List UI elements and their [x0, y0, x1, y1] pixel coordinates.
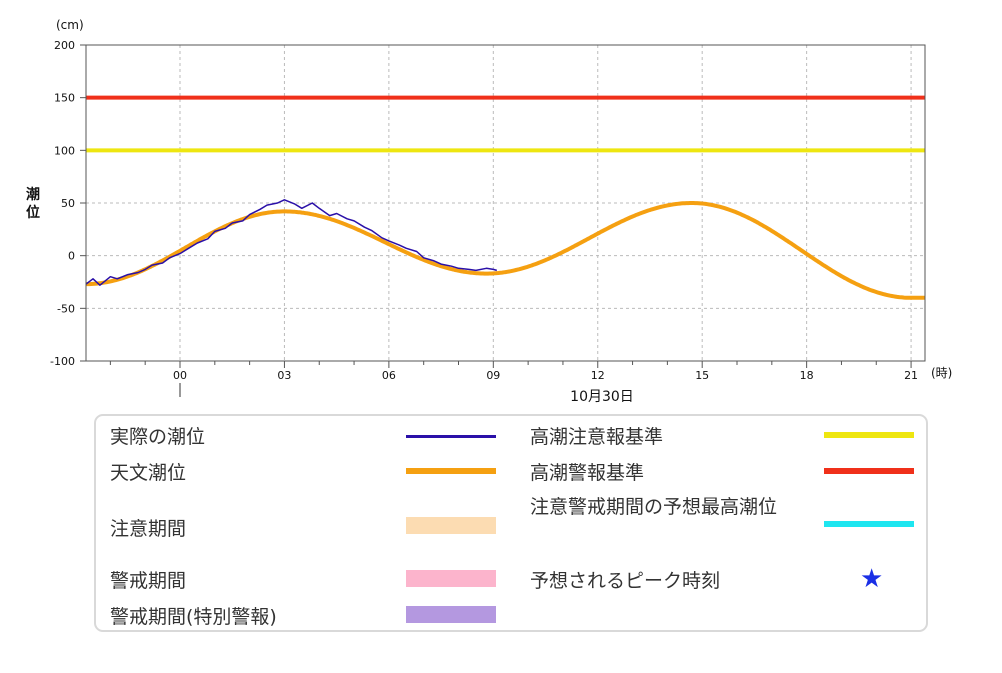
series-line-astronomical [85, 201, 926, 300]
legend-swatch-forecast-max [824, 521, 914, 527]
y-unit-label: (cm) [56, 18, 84, 32]
y-axis-label: 潮位 [26, 186, 40, 221]
legend-label-warning-period: 警戒期間 [110, 570, 187, 592]
legend-swatch-storm-surge-advisory [824, 432, 914, 438]
x-tick-label: 03 [277, 369, 291, 382]
tide-chart: 200 150 100 50 0 -50 -100 00 03 06 09 12 15 18 21 (cm)… [26, 18, 952, 405]
y-tick-label: -100 [50, 355, 75, 368]
y-tick-label: -50 [57, 302, 75, 315]
threshold-lines [86, 95, 925, 153]
legend-label-special-warning-period: 警戒期間(特別警報) [110, 606, 277, 628]
x-unit-label: (時) [931, 366, 952, 380]
y-tick-label: 100 [54, 144, 75, 157]
star-icon: ★ [860, 564, 884, 594]
legend-label-caution-period: 注意期間 [110, 518, 187, 540]
x-tick-label: 21 [904, 369, 918, 382]
series-line-actual [85, 199, 498, 286]
legend-label-forecast-max: 注意警戒期間の予想最高潮位 [530, 496, 778, 518]
legend-swatch-actual [406, 435, 496, 438]
date-label: 10月30日 [570, 389, 634, 405]
legend-swatch-astronomical [406, 468, 496, 474]
y-tick-label: 200 [54, 39, 75, 52]
grid [86, 45, 925, 361]
legend-label-peak-time: 予想されるピーク時刻 [530, 570, 721, 592]
legend-swatch-warning-period [406, 570, 496, 587]
plot-frame [85, 44, 926, 362]
series-lines [85, 199, 926, 300]
x-tick-label: 09 [486, 369, 500, 382]
legend-swatch-caution-period [406, 517, 496, 534]
legend-label-storm-surge-advisory: 高潮注意報基準 [530, 426, 664, 448]
x-tick-label: 12 [591, 369, 605, 382]
legend-label-actual: 実際の潮位 [110, 426, 206, 448]
legend: 実際の潮位 天文潮位 注意期間 警戒期間 警戒期間(特別警報) 高潮注意報基準 … [94, 414, 928, 632]
legend-swatch-storm-surge-warning [824, 468, 914, 474]
y-tick-label: 0 [68, 250, 75, 263]
x-tick-label: 00 [173, 369, 187, 382]
legend-label-astronomical: 天文潮位 [110, 462, 187, 484]
legend-label-storm-surge-warning: 高潮警報基準 [530, 462, 645, 484]
y-tick-label: 150 [54, 92, 75, 105]
x-tick-label: 18 [800, 369, 814, 382]
x-tick-label: 15 [695, 369, 709, 382]
y-tick-label: 50 [61, 197, 75, 210]
axes: 200 150 100 50 0 -50 -100 00 03 06 09 12 15 18 21 [50, 39, 918, 397]
legend-swatch-special-warning-period [406, 606, 496, 623]
x-tick-label: 06 [382, 369, 396, 382]
